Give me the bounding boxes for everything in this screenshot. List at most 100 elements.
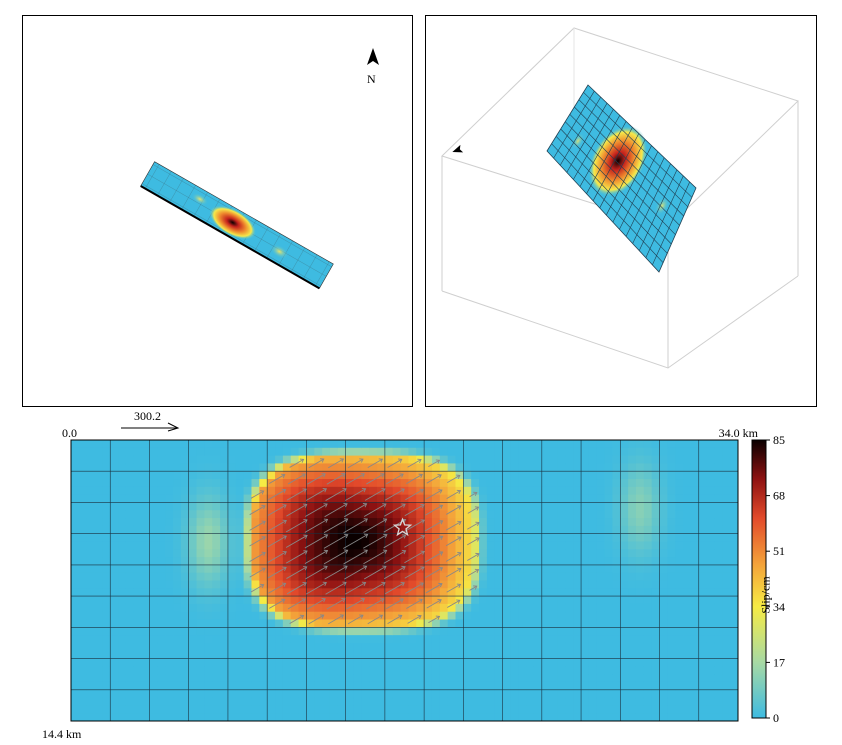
slip-cell bbox=[141, 588, 151, 597]
slip-vector-head bbox=[474, 568, 480, 574]
slip-cell bbox=[541, 689, 551, 699]
slip-cell bbox=[714, 650, 723, 660]
slip-vector-head bbox=[378, 458, 384, 463]
slip-cell bbox=[259, 713, 268, 721]
slip-cell bbox=[306, 557, 315, 566]
slip-cell bbox=[384, 666, 394, 675]
slip-cell bbox=[353, 642, 362, 652]
slip-cell bbox=[173, 549, 182, 558]
slip-cell bbox=[337, 588, 347, 597]
slip-cell bbox=[94, 510, 103, 519]
slip-cell bbox=[463, 635, 472, 644]
slip-cell bbox=[125, 627, 135, 636]
slip-cell bbox=[604, 642, 614, 652]
slip-cell bbox=[573, 471, 582, 480]
slip-cell bbox=[533, 549, 543, 558]
slip-cell bbox=[235, 588, 245, 597]
slip-cell bbox=[94, 518, 103, 527]
slip-cell bbox=[526, 611, 535, 621]
slip-cell bbox=[71, 658, 80, 667]
slip-cell bbox=[581, 580, 590, 589]
slip-cell bbox=[94, 588, 103, 597]
slip-cell bbox=[71, 713, 80, 721]
slip-vector bbox=[286, 582, 307, 595]
slip-cell bbox=[659, 455, 668, 465]
slip-cell bbox=[588, 463, 598, 472]
slip-cell bbox=[651, 541, 661, 550]
slip-vector bbox=[404, 535, 425, 548]
slip-cell bbox=[125, 619, 135, 628]
slip-cell bbox=[71, 572, 80, 582]
slip-cell bbox=[698, 588, 708, 597]
slip-cell bbox=[337, 697, 347, 706]
slip-cell bbox=[392, 471, 402, 480]
slip-cell bbox=[628, 479, 637, 488]
slip-cell bbox=[463, 455, 472, 465]
slip-cell bbox=[439, 697, 449, 706]
slip-cell bbox=[604, 689, 614, 699]
slip-cell bbox=[400, 650, 410, 660]
slip-cell bbox=[353, 455, 362, 465]
slip-vector bbox=[307, 473, 326, 485]
slip-cell bbox=[118, 440, 127, 449]
slip-cell bbox=[596, 510, 606, 519]
slip-cell bbox=[612, 479, 621, 488]
slip-cell bbox=[306, 572, 315, 582]
slip-cell bbox=[102, 619, 111, 628]
slip-cell bbox=[329, 689, 339, 699]
slip-cell bbox=[635, 541, 645, 550]
slip-cell bbox=[141, 635, 151, 644]
slip-cell bbox=[149, 713, 158, 721]
slip-cell bbox=[698, 557, 708, 566]
slip-cell bbox=[683, 533, 692, 543]
slip-cell bbox=[683, 619, 692, 628]
slip-cell bbox=[110, 697, 119, 706]
slip-cell bbox=[557, 564, 566, 574]
slip-cell bbox=[526, 705, 535, 714]
slip-cell bbox=[392, 541, 402, 550]
slip-cell bbox=[71, 510, 80, 519]
slip-cell bbox=[149, 440, 158, 449]
slip-cell bbox=[102, 486, 111, 496]
slip-cell bbox=[243, 486, 253, 496]
slip-cell bbox=[635, 533, 645, 543]
slip-cell bbox=[683, 564, 692, 574]
slip-vector-head bbox=[261, 520, 266, 525]
slip-cell bbox=[78, 619, 88, 628]
slip-cell bbox=[667, 549, 676, 558]
slip-cell bbox=[494, 541, 504, 550]
slip-cell bbox=[651, 557, 661, 566]
slip-cell bbox=[659, 510, 668, 519]
slip-vector-head bbox=[322, 581, 327, 586]
slip-cell bbox=[596, 627, 606, 636]
slip-vector-head bbox=[323, 565, 328, 570]
slip-cell bbox=[479, 627, 488, 636]
slip-cell bbox=[329, 572, 339, 582]
slip-cell bbox=[471, 681, 480, 691]
slip-cell bbox=[698, 705, 708, 714]
slip-cell bbox=[588, 642, 598, 652]
slip-cell bbox=[94, 572, 103, 582]
slip-cell bbox=[612, 494, 621, 504]
slip-cell bbox=[400, 619, 410, 628]
slip-cell bbox=[392, 705, 402, 714]
slip-cell bbox=[329, 658, 339, 667]
slip-cell bbox=[471, 611, 480, 621]
slip-cell bbox=[259, 479, 268, 488]
slip-cell bbox=[71, 471, 80, 480]
slip-cell bbox=[141, 603, 151, 613]
slip-cell bbox=[628, 635, 637, 644]
slip-cell bbox=[486, 681, 496, 691]
slip-cell bbox=[424, 689, 433, 699]
slip-cell bbox=[635, 713, 645, 721]
slip-cell bbox=[322, 658, 331, 667]
slip-cell bbox=[722, 596, 731, 605]
slip-cell bbox=[204, 471, 213, 480]
slip-cell bbox=[259, 510, 268, 519]
slip-cell bbox=[439, 533, 449, 543]
slip-cell bbox=[486, 705, 496, 714]
slip-cell bbox=[345, 697, 355, 706]
slip-cell bbox=[377, 494, 386, 504]
slip-cell bbox=[165, 486, 174, 496]
slip-cell bbox=[180, 479, 190, 488]
